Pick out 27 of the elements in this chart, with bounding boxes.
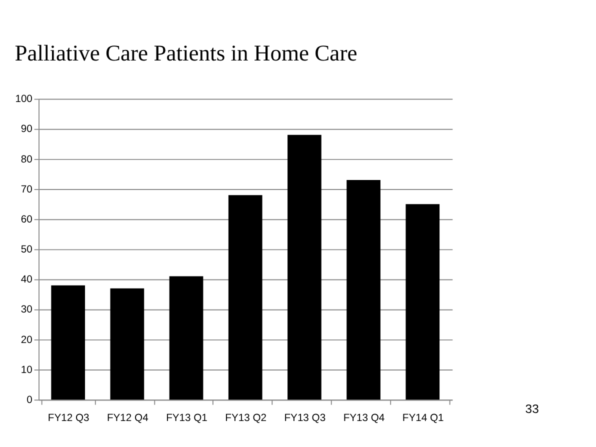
text: 33 xyxy=(525,402,540,416)
x-tick-label: FY13 Q4 xyxy=(343,412,385,424)
chart-title: Palliative Care Patients in Home Care xyxy=(14,40,358,66)
y-tick-label: 100 xyxy=(15,94,33,106)
x-tick-label: FY14 Q1 xyxy=(402,412,444,424)
y-tick-label: 30 xyxy=(20,304,33,316)
y-tick-label: 60 xyxy=(20,214,33,226)
x-tick-label: FY12 Q3 xyxy=(48,412,90,424)
bar xyxy=(51,285,86,400)
bar xyxy=(346,180,380,400)
x-tick-label: FY12 Q4 xyxy=(106,412,149,424)
bar xyxy=(169,276,204,400)
bar xyxy=(110,288,144,400)
bar xyxy=(228,195,262,400)
x-tick-label: FY13 Q1 xyxy=(166,412,208,424)
y-tick-label: 20 xyxy=(20,334,33,346)
x-tick-label: FY13 Q2 xyxy=(225,412,267,424)
y-tick-label: 70 xyxy=(20,184,33,196)
y-tick-label: 50 xyxy=(20,244,33,256)
y-tick-label: 90 xyxy=(20,124,33,136)
y-tick-label: 80 xyxy=(20,154,33,166)
y-tick-label: 40 xyxy=(20,274,33,286)
bar xyxy=(288,134,322,400)
x-tick-label: FY13 Q3 xyxy=(284,412,326,424)
y-tick-label: 10 xyxy=(20,364,33,376)
y-tick-label: 0 xyxy=(26,394,33,406)
bar xyxy=(406,204,440,400)
